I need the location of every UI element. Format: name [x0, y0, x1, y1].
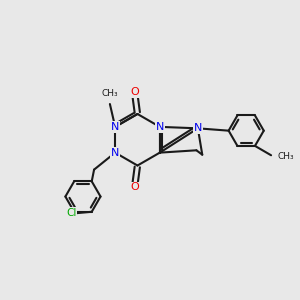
Text: N: N [156, 122, 164, 132]
Text: CH₃: CH₃ [102, 89, 118, 98]
Text: O: O [130, 182, 139, 193]
Text: CH₃: CH₃ [278, 152, 294, 161]
Text: Cl: Cl [66, 208, 76, 218]
Text: O: O [130, 87, 139, 97]
Text: N: N [111, 148, 119, 158]
Text: N: N [194, 123, 202, 133]
Text: N: N [111, 122, 119, 132]
